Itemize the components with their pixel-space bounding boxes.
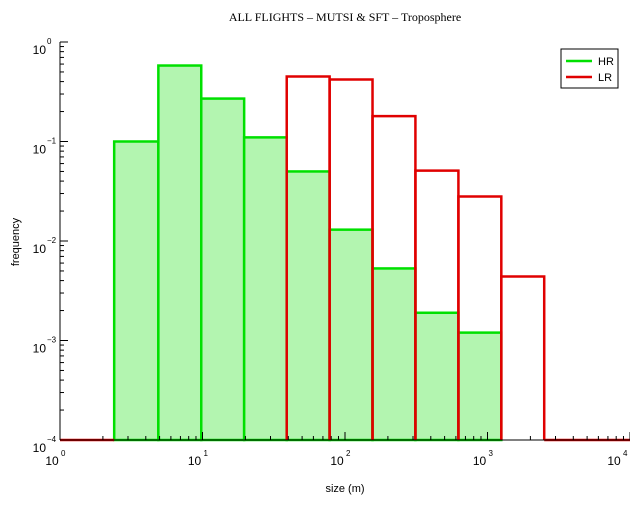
y-tick-label: 10 (33, 242, 47, 256)
x-axis-label: size (m) (325, 483, 364, 495)
x-tick-label: 10 (188, 454, 202, 468)
hr-bars (112, 64, 503, 442)
y-tick-exponent: −2 (47, 236, 57, 245)
x-tick-label: 10 (45, 454, 59, 468)
hr-bar (112, 140, 160, 442)
hr-bar (242, 136, 288, 442)
y-tick-label: 10 (33, 43, 47, 57)
hr-bar (285, 170, 331, 442)
y-tick-exponent: −1 (47, 137, 57, 146)
y-tick-exponent: −4 (47, 435, 57, 444)
y-tick-label: 10 (33, 342, 47, 356)
x-tick-exponent: 3 (489, 449, 494, 458)
hr-bar (414, 311, 460, 442)
y-axis-label: frequency (10, 217, 22, 266)
y-tick-label: 10 (33, 143, 47, 157)
y-tick-exponent: −3 (47, 336, 57, 345)
hr-bar (199, 97, 246, 442)
legend-label-lr: LR (598, 72, 612, 84)
x-tick-exponent: 2 (346, 449, 351, 458)
y-tick-label: 10 (33, 441, 47, 455)
lr-bars (285, 75, 546, 440)
x-tick-label: 10 (330, 454, 344, 468)
legend-label-hr: HR (598, 56, 614, 68)
hr-bar (157, 64, 203, 442)
hr-bar (371, 267, 417, 442)
x-tick-exponent: 4 (623, 449, 628, 458)
legend: HR LR (560, 48, 619, 89)
x-tick-exponent: 0 (61, 449, 66, 458)
y-tick-exponent: 0 (47, 37, 52, 46)
x-tick-exponent: 1 (204, 449, 209, 458)
x-tick-label: 10 (473, 454, 487, 468)
lr-bar (500, 275, 546, 440)
hr-bar (328, 228, 374, 442)
hr-bar (457, 331, 503, 442)
chart-title: ALL FLIGHTS – MUTSI & SFT – Troposphere (229, 10, 461, 24)
legend-box (560, 48, 619, 89)
x-tick-label: 10 (607, 454, 621, 468)
